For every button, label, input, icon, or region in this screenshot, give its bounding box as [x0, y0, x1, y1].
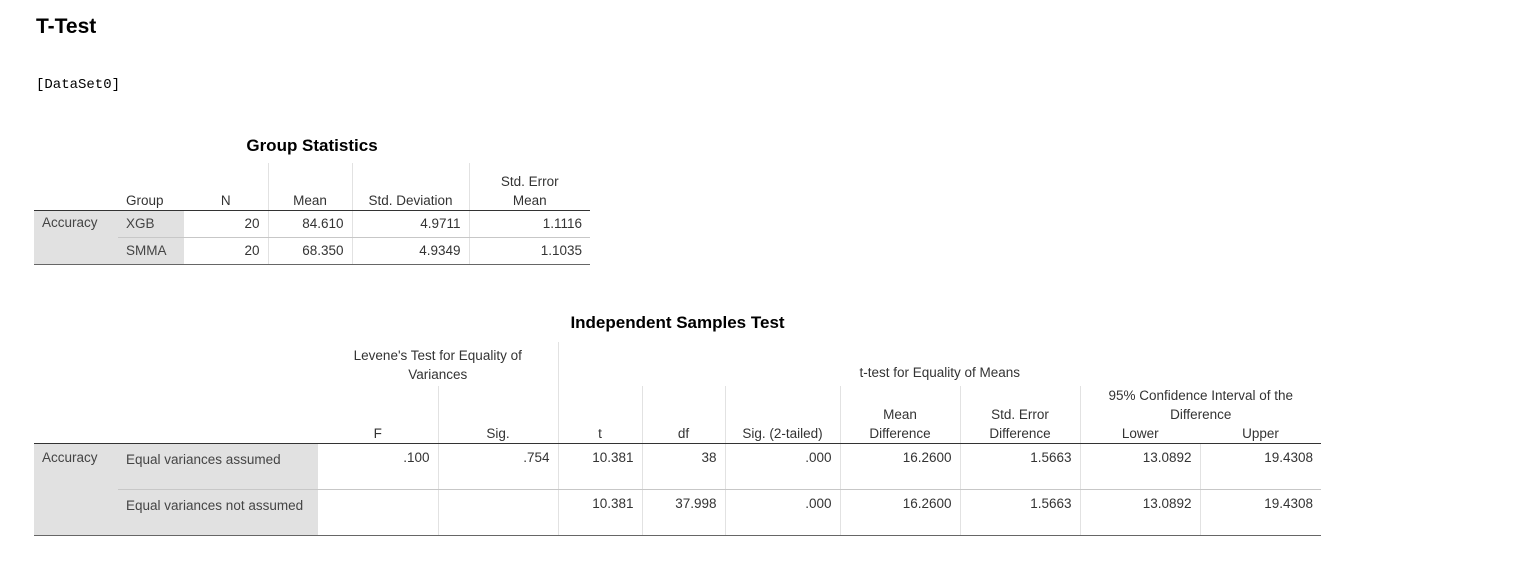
- cell-df: 38: [641, 443, 725, 490]
- cell-sig: [437, 489, 558, 536]
- table-row: SMMA 20 68.350 4.9349 1.1035: [34, 237, 590, 265]
- se-diff-line2: Difference: [989, 426, 1051, 441]
- group-label: XGB: [118, 210, 184, 238]
- cell-std-error-difference: 1.5663: [959, 489, 1080, 536]
- cell-lower: 13.0892: [1079, 443, 1200, 490]
- cell-mean: 84.610: [267, 210, 352, 238]
- cell-std-error-difference: 1.5663: [959, 443, 1080, 490]
- cell-std-error: 1.1035: [468, 237, 590, 265]
- mean-diff-line2: Difference: [869, 426, 931, 441]
- std-error-line2: Mean: [512, 192, 547, 208]
- cell-f: [318, 489, 438, 536]
- levene-header: Levene's Test for Equality of Variances: [353, 348, 522, 382]
- cell-n: 20: [184, 237, 268, 265]
- cell-n: 20: [184, 210, 268, 238]
- cell-t: 10.381: [557, 443, 642, 490]
- cell-df: 37.998: [641, 489, 725, 536]
- page-title: T-Test: [36, 15, 97, 38]
- col-header-df: df: [641, 386, 725, 444]
- cell-sig: .754: [437, 443, 558, 490]
- col-header-std-error-difference: Std. Error Difference: [959, 386, 1080, 444]
- cell-lower: 13.0892: [1079, 489, 1200, 536]
- cell-upper: 19.4308: [1199, 489, 1321, 536]
- cell-mean-difference: 16.2600: [839, 443, 960, 490]
- cell-std-deviation: 4.9349: [351, 237, 469, 265]
- col-header-mean: Mean: [267, 163, 352, 211]
- col-header-mean-difference: Mean Difference: [839, 386, 960, 444]
- cell-mean-difference: 16.2600: [839, 489, 960, 536]
- group-statistics-title: Group Statistics: [246, 136, 378, 155]
- row-label-accuracy: Accuracy: [34, 443, 118, 536]
- col-header-n: N: [184, 163, 268, 211]
- col-header-sig: Sig.: [437, 386, 558, 444]
- ttest-header: t-test for Equality of Means: [557, 342, 1321, 386]
- table-row: Accuracy Equal variances assumed .100 .7…: [34, 443, 1321, 536]
- header-corner: [34, 163, 118, 211]
- cell-t: 10.381: [557, 489, 642, 536]
- cell-std-error: 1.1116: [468, 210, 590, 238]
- col-header-std-error-mean: Std. Error Mean: [468, 163, 590, 211]
- header-corner: [34, 342, 318, 444]
- table-row: Accuracy XGB 20 84.610 4.9711 1.1116: [34, 210, 590, 265]
- group-statistics-table: Group N Mean Std. Deviation Std. Error Me…: [34, 163, 590, 265]
- cell-std-deviation: 4.9711: [351, 210, 469, 238]
- table-row: Equal variances not assumed 10.381 37.99…: [34, 489, 1321, 536]
- std-error-line1: Std. Error: [500, 173, 559, 189]
- ci-header: 95% Confidence Interval of the Differenc…: [1079, 386, 1321, 424]
- cell-sig-2-tailed: .000: [724, 489, 840, 536]
- se-diff-line1: Std. Error: [991, 407, 1049, 422]
- col-header-lower: Lower: [1079, 424, 1200, 444]
- cell-upper: 19.4308: [1199, 443, 1321, 490]
- dataset-label: [DataSet0]: [36, 77, 121, 93]
- col-header-upper: Upper: [1200, 424, 1321, 444]
- independent-samples-test-table: Levene's Test for Equality of Variances …: [34, 342, 1321, 536]
- col-header-group: Group: [118, 163, 184, 211]
- col-header-std-deviation: Std. Deviation: [351, 163, 469, 211]
- independent-samples-test-title: Independent Samples Test: [570, 313, 785, 332]
- col-header-t: t: [557, 386, 642, 444]
- cell-f: .100: [318, 443, 438, 490]
- cell-sig-2-tailed: .000: [724, 443, 840, 490]
- variance-label: Equal variances not assumed: [118, 489, 318, 536]
- cell-mean: 68.350: [267, 237, 352, 265]
- col-header-f: F: [318, 386, 438, 444]
- mean-diff-line1: Mean: [883, 407, 917, 422]
- row-label-accuracy: Accuracy: [34, 210, 118, 265]
- col-header-sig-2-tailed: Sig. (2-tailed): [724, 386, 840, 444]
- group-label: SMMA: [118, 237, 184, 265]
- variance-label: Equal variances assumed: [118, 443, 318, 490]
